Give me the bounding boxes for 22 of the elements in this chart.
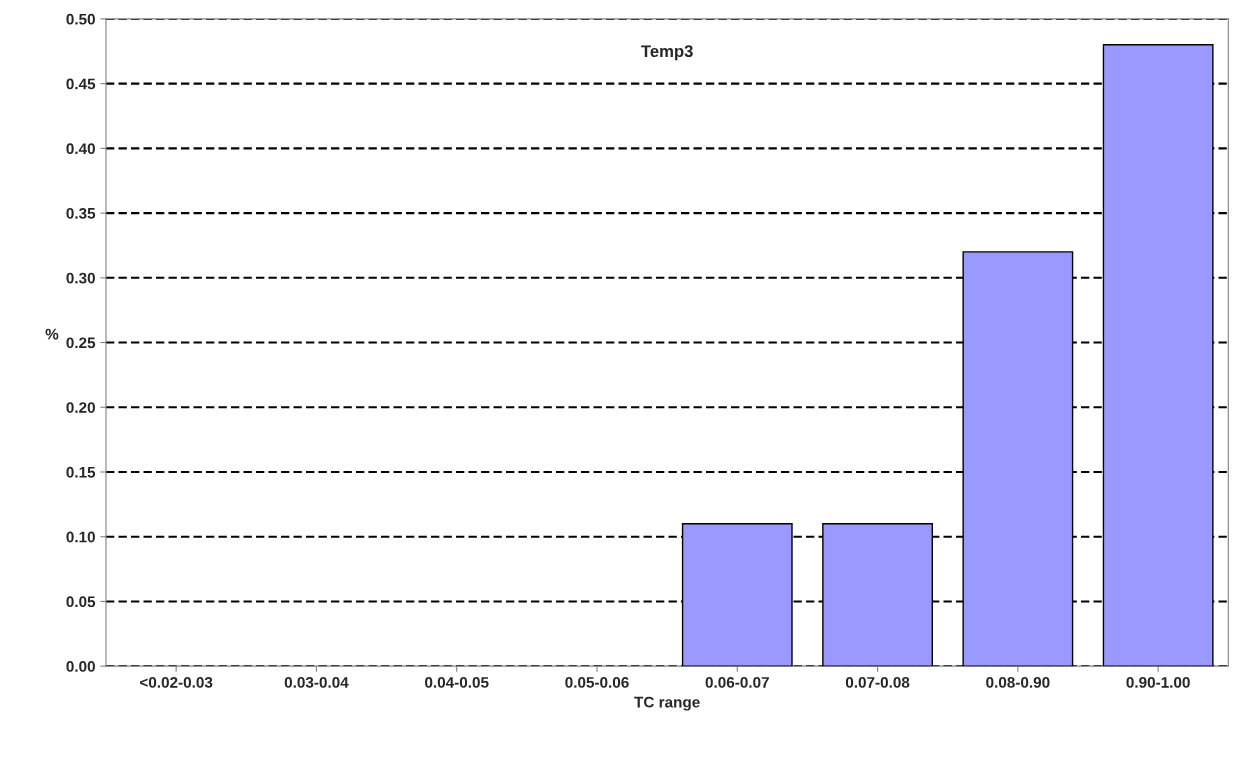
- y-tick-label: 0.15: [66, 466, 96, 478]
- x-tick-label: 0.06-0.07: [705, 676, 769, 688]
- x-tick-label: 0.90-1.00: [1126, 676, 1190, 688]
- x-tick-label: <0.02-0.03: [140, 676, 213, 688]
- y-tick-label: 0.45: [66, 78, 96, 90]
- y-tick-label: 0.40: [66, 143, 95, 155]
- y-tick-label: 0.20: [66, 402, 95, 413]
- x-tick-label: 0.04-0.05: [425, 676, 489, 688]
- x-tick-label: 0.03-0.04: [284, 676, 349, 688]
- y-tick-label: 0.00: [66, 661, 95, 672]
- y-axis-title: %: [45, 328, 59, 340]
- y-tick-label: 0.50: [66, 13, 95, 25]
- x-axis-title: TC range: [634, 696, 700, 711]
- y-tick-label: 0.05: [66, 596, 96, 608]
- y-tick-label: 0.10: [66, 531, 95, 543]
- y-tick-label: 0.25: [66, 337, 96, 349]
- x-tick-label: 0.08-0.90: [986, 676, 1050, 688]
- y-tick-label: 0.30: [66, 272, 95, 284]
- y-tick-label: 0.35: [66, 207, 96, 219]
- x-tick-label: 0.05-0.06: [565, 676, 629, 688]
- x-tick-label: 0.07-0.08: [845, 676, 910, 688]
- text: Temp3: [641, 45, 693, 61]
